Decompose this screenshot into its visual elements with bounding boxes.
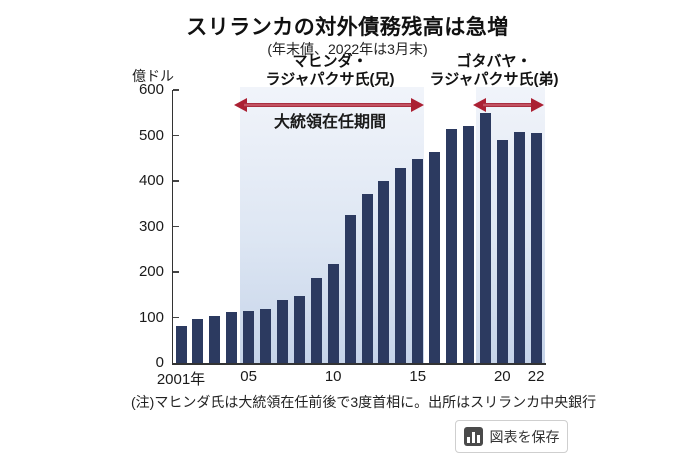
- y-tick-100: [173, 316, 179, 319]
- arrow-right-icon: [531, 98, 544, 112]
- arrow-left-icon: [234, 98, 247, 112]
- arrow-line: [483, 103, 534, 107]
- annotation-gotabaya-line1: ゴタバヤ・: [456, 53, 532, 70]
- bar-2009: [310, 278, 322, 363]
- bar-2013: [378, 181, 390, 363]
- bar-2020: [496, 140, 508, 363]
- x-tick-label-2001: 2001年: [156, 371, 206, 388]
- bar-2022: [530, 133, 542, 363]
- y-tick-200: [173, 271, 179, 273]
- arrow-right-icon: [411, 98, 424, 112]
- bar-2005: [243, 311, 255, 363]
- annotation-term-label: 大統領在任期間: [273, 114, 386, 131]
- bar-2015: [412, 159, 424, 363]
- arrow-left-icon: [473, 98, 486, 112]
- y-tick-label-100: 100: [138, 308, 164, 326]
- x-tick-label-2010: 10: [324, 368, 342, 385]
- bar-2019: [479, 112, 491, 363]
- y-tick-label-300: 300: [138, 217, 164, 235]
- x-tick-label-2015: 15: [409, 368, 427, 385]
- term-span-arrow-gotabaya: [473, 98, 544, 112]
- chart-title: スリランカの対外債務残高は急増: [186, 16, 509, 39]
- x-tick-label-2020: 20: [493, 368, 511, 385]
- bar-chart-icon: [463, 427, 483, 446]
- bar-2018: [462, 126, 474, 363]
- bar-2010: [327, 264, 339, 363]
- bar-2003: [209, 315, 221, 363]
- y-tick-label-500: 500: [138, 126, 164, 144]
- annotation-mahinda-line1: マヒンダ・: [292, 53, 368, 70]
- chart-subtitle: (年末値、2022年は3月末): [267, 41, 428, 57]
- chart-note: (注)マヒンダ氏は大統領在任前後で3度首相に。出所はスリランカ中央銀行: [131, 394, 597, 410]
- bar-2016: [429, 151, 441, 363]
- bar-2008: [293, 295, 305, 363]
- plot-area: 2001年 05 10 15 20 22: [157, 89, 546, 388]
- y-tick-500: [173, 134, 179, 137]
- y-axis-unit-label: 億ドル: [132, 68, 174, 84]
- y-tick-label-400: 400: [138, 172, 164, 189]
- bar-2002: [192, 319, 204, 363]
- y-tick-300: [173, 225, 179, 228]
- bar-2012: [361, 194, 373, 363]
- bar-2006: [260, 308, 272, 363]
- annotation-gotabaya-line2: ラジャパクサ氏(弟): [429, 71, 559, 88]
- y-tick-label-600: 600: [138, 81, 164, 98]
- bar-2011: [344, 215, 356, 363]
- y-tick-label-200: 200: [138, 263, 164, 280]
- bar-2001: [175, 326, 187, 363]
- bar-2014: [395, 167, 407, 363]
- annotation-gotabaya-name: ゴタバヤ・ ラジャパクサ氏(弟): [410, 53, 578, 89]
- annotation-mahinda-name: マヒンダ・ ラジャパクサ氏(兄): [230, 53, 430, 89]
- arrow-line: [244, 103, 414, 107]
- save-chart-button[interactable]: 図表を保存: [455, 420, 568, 453]
- y-tick-label-0: 0: [155, 354, 164, 371]
- annotation-mahinda-line2: ラジャパクサ氏(兄): [265, 71, 395, 88]
- bar-2007: [276, 299, 288, 363]
- term-span-arrow-mahinda: [234, 98, 424, 112]
- x-tick-label-2005: 05: [240, 368, 257, 385]
- y-tick-400: [173, 180, 179, 182]
- bar-2021: [513, 132, 525, 363]
- y-tick-600: [173, 89, 179, 91]
- bar-2004: [226, 311, 238, 363]
- bar-2017: [446, 128, 458, 363]
- save-chart-button-label: 図表を保存: [489, 428, 560, 445]
- x-tick-label-2022: 22: [527, 368, 545, 385]
